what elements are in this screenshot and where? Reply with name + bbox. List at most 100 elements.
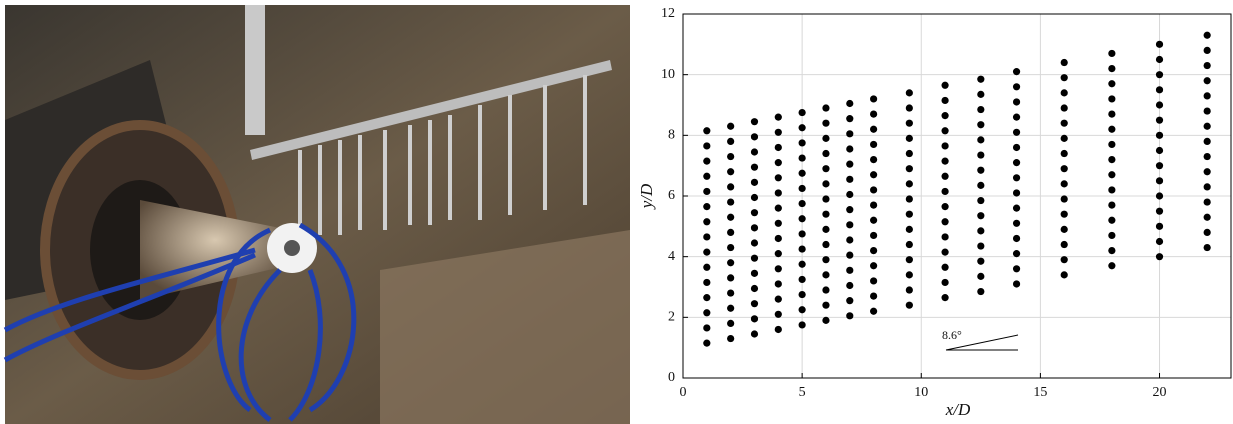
point	[750, 315, 759, 323]
point	[870, 262, 878, 270]
point	[941, 233, 949, 241]
point	[774, 295, 782, 303]
point	[846, 145, 854, 153]
point	[977, 75, 985, 83]
point	[750, 269, 759, 277]
photo	[3, 5, 630, 424]
point	[905, 119, 913, 127]
point	[941, 203, 949, 211]
point	[1203, 152, 1211, 161]
point	[846, 221, 854, 229]
point	[977, 181, 985, 189]
point	[905, 286, 913, 294]
point	[1108, 216, 1116, 224]
point	[774, 265, 782, 273]
point	[941, 187, 949, 196]
point	[870, 140, 878, 149]
point	[750, 209, 759, 217]
point	[798, 184, 806, 193]
point	[1060, 271, 1068, 279]
point	[1155, 116, 1164, 124]
annotation: 8.6°	[942, 328, 962, 342]
point	[905, 210, 913, 218]
point	[703, 203, 711, 211]
point	[1012, 280, 1021, 288]
point	[870, 307, 878, 315]
point	[1012, 98, 1021, 106]
point	[1203, 198, 1211, 206]
point	[941, 294, 949, 302]
point	[1012, 113, 1021, 121]
point	[703, 233, 711, 241]
point	[977, 90, 985, 98]
point	[870, 110, 878, 118]
point	[1108, 95, 1116, 103]
point	[1012, 250, 1021, 258]
point	[727, 289, 735, 297]
point	[798, 306, 806, 314]
point	[941, 112, 949, 120]
point	[798, 275, 806, 284]
point	[1155, 207, 1164, 215]
point	[870, 125, 878, 133]
point	[822, 240, 830, 249]
plot-frame	[682, 13, 1232, 379]
point	[774, 250, 782, 258]
point	[1155, 146, 1164, 155]
point	[798, 169, 806, 177]
point	[1108, 49, 1116, 58]
point	[1155, 40, 1164, 48]
point	[1203, 137, 1211, 145]
point	[798, 230, 806, 238]
point	[1060, 89, 1068, 97]
point	[1060, 58, 1068, 67]
point	[1108, 110, 1116, 118]
point	[1108, 247, 1116, 255]
point	[822, 301, 830, 309]
point	[1108, 65, 1116, 73]
point	[1012, 189, 1021, 197]
point	[1108, 140, 1116, 149]
point	[822, 180, 830, 188]
point	[1155, 86, 1164, 94]
point	[703, 309, 711, 317]
point	[822, 149, 830, 158]
point	[905, 104, 913, 112]
point	[774, 204, 782, 212]
point	[1203, 183, 1211, 191]
point	[750, 133, 759, 141]
point	[1012, 68, 1021, 76]
point	[703, 187, 711, 196]
point	[905, 149, 913, 158]
point	[977, 287, 985, 296]
point	[846, 115, 854, 123]
point	[1203, 122, 1211, 130]
point	[941, 278, 949, 287]
point	[727, 137, 735, 145]
point	[846, 266, 854, 274]
point	[1012, 159, 1021, 167]
point	[822, 195, 830, 203]
point	[774, 325, 782, 334]
point	[1203, 46, 1211, 55]
point	[703, 142, 711, 150]
point	[1203, 31, 1211, 39]
point	[1012, 204, 1021, 212]
point	[870, 216, 878, 224]
point	[977, 151, 985, 159]
point	[822, 104, 830, 112]
point	[1203, 243, 1211, 252]
point	[870, 277, 878, 285]
point	[1060, 225, 1068, 233]
point	[941, 248, 949, 256]
point	[977, 121, 985, 129]
point	[798, 290, 806, 299]
point	[727, 304, 735, 312]
point	[822, 271, 830, 279]
point	[703, 324, 711, 332]
point	[798, 245, 806, 253]
point	[905, 271, 913, 279]
point	[846, 312, 854, 320]
point	[1155, 237, 1164, 246]
point	[905, 180, 913, 188]
